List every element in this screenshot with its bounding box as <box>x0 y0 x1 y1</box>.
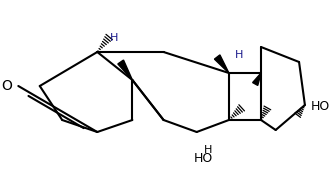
Text: H: H <box>204 145 212 155</box>
Text: H: H <box>235 50 243 60</box>
Text: H: H <box>110 33 118 43</box>
Polygon shape <box>118 60 132 80</box>
Text: HO: HO <box>194 152 213 165</box>
Text: HO: HO <box>311 101 330 114</box>
Text: O: O <box>2 79 12 93</box>
Polygon shape <box>214 55 229 73</box>
Polygon shape <box>253 73 261 86</box>
